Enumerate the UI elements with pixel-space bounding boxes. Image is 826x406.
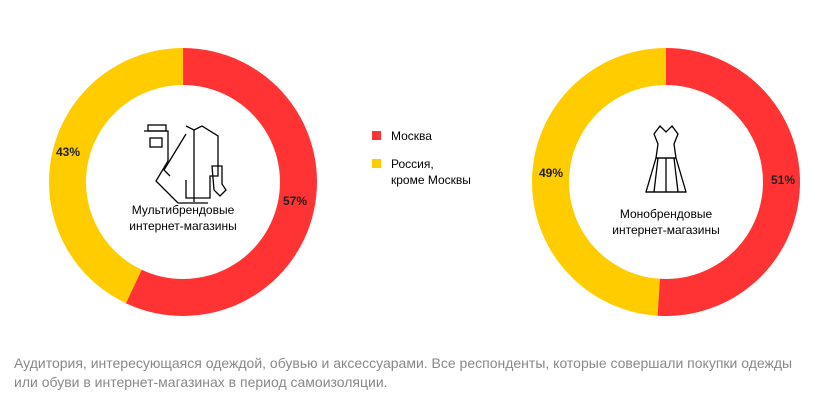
chart1-title-line2: интернет-магазины [129, 219, 237, 233]
chart1-title-line1: Мультибрендовые [131, 203, 235, 217]
legend: Москва Россия, кроме Москвы [372, 128, 471, 200]
chart1-slice-moscow [125, 48, 317, 316]
chart1-moscow-label: 57% [283, 194, 308, 208]
legend-item-russia: Россия, кроме Москвы [372, 156, 471, 188]
dress-icon [645, 125, 687, 193]
clothes-icon [144, 124, 227, 204]
legend-swatch [372, 159, 381, 168]
legend-label: Москва [391, 129, 432, 143]
chart1-slice-russia [48, 47, 184, 304]
legend-label: Россия, [391, 157, 434, 171]
chart2-title-line1: Монобрендовые [619, 207, 713, 221]
chart2-russia-label: 49% [539, 166, 564, 180]
chart2-slice-moscow [657, 48, 800, 316]
legend-label-line2: кроме Москвы [391, 173, 471, 187]
chart2-moscow-label: 51% [771, 173, 796, 187]
legend-swatch [372, 131, 381, 140]
chart2-slice-russia [531, 47, 666, 316]
legend-item-moscow: Москва [372, 128, 471, 144]
footnote: Аудитория, интересующаяся одеждой, обувь… [14, 355, 793, 390]
chart2-title-line2: интернет-магазины [612, 223, 720, 237]
chart1-russia-label: 43% [56, 145, 81, 159]
